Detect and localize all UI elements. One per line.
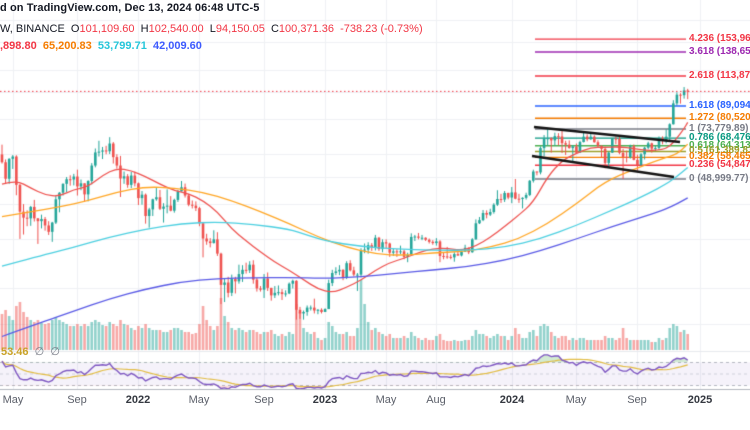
time-axis-month-label: May	[188, 394, 210, 406]
ohlc-segment: H	[140, 23, 149, 35]
hidden-plot-icon: ∅	[28, 346, 45, 358]
time-axis-year-label: 2024	[499, 394, 525, 406]
fib-level-label: 0.236 (54,847.87)	[689, 159, 750, 171]
time-axis-year-label: 2022	[125, 394, 151, 406]
time-axis-month-label: Sep	[67, 394, 87, 406]
ma-value: 65,200.83	[42, 40, 98, 52]
fib-level-label: 0.382 (58,465.77)	[689, 151, 750, 163]
time-axis-month-label: Sep	[254, 394, 274, 406]
time-axis-month-label: May	[375, 394, 397, 406]
publish-attribution: d on TradingView.com, Dec 13, 2024 06:48…	[0, 2, 260, 14]
ma-value: ,898.80	[0, 40, 43, 52]
ohlc-segment: 94,150.05	[215, 23, 271, 35]
ma-value: 42,009.60	[152, 40, 202, 52]
ohlc-segment: O	[70, 23, 80, 35]
ohlc-segment: 101,109.60	[79, 23, 141, 35]
fib-level-label: 0.618 (64,313.88)	[689, 139, 750, 151]
fib-level-label: 2.618 (113,874.13)	[689, 69, 750, 81]
fib-level-label: 4.236 (153,968.38)	[689, 33, 750, 45]
fib-level-label: 0.786 (68,476.94)	[689, 132, 750, 144]
ma-values-row[interactable]: ,898.80 65,200.83 53,799.71 42,009.60	[0, 41, 202, 52]
ohlc-segment: -738.23 (-0.73%)	[340, 23, 423, 35]
fib-level-label: 1.272 (80,520.09)	[689, 112, 750, 124]
time-axis-year-label: 2025	[687, 394, 713, 406]
fib-level-label: 1 (73,779.89)	[689, 123, 749, 134]
fib-level-label: 1.618 (89,094.01)	[689, 99, 750, 111]
hidden-plot-icon: ∅	[44, 346, 60, 358]
time-axis-month-label: May	[2, 394, 24, 406]
symbol-ohlc-row[interactable]: W, BINANCE O101,109.60 H102,540.00 L94,1…	[0, 24, 423, 35]
time-axis-month-label: May	[565, 394, 587, 406]
time-axis-year-label: 2023	[312, 394, 338, 406]
fib-level-label: 0.5 (61,389.83)	[689, 145, 750, 157]
ohlc-segment: W, BINANCE	[0, 23, 71, 35]
ohlc-segment: C	[270, 23, 279, 35]
time-axis-month-label: Sep	[627, 394, 647, 406]
rsi-indicator-header[interactable]: 53.46 ∅ ∅	[1, 347, 60, 358]
fib-level-label: 0 (48,999.77)	[689, 173, 749, 184]
ohlc-segment: L	[209, 23, 216, 35]
fib-level-label: 3.618 (138,654.26)	[689, 45, 750, 57]
ohlc-segment: 102,540.00	[148, 23, 210, 35]
rsi-ma-value: 53.46	[1, 346, 29, 358]
ma-value: 53,799.71	[97, 40, 153, 52]
ohlc-segment: 100,371.36	[278, 23, 341, 35]
time-axis-month-label: Aug	[426, 394, 446, 406]
